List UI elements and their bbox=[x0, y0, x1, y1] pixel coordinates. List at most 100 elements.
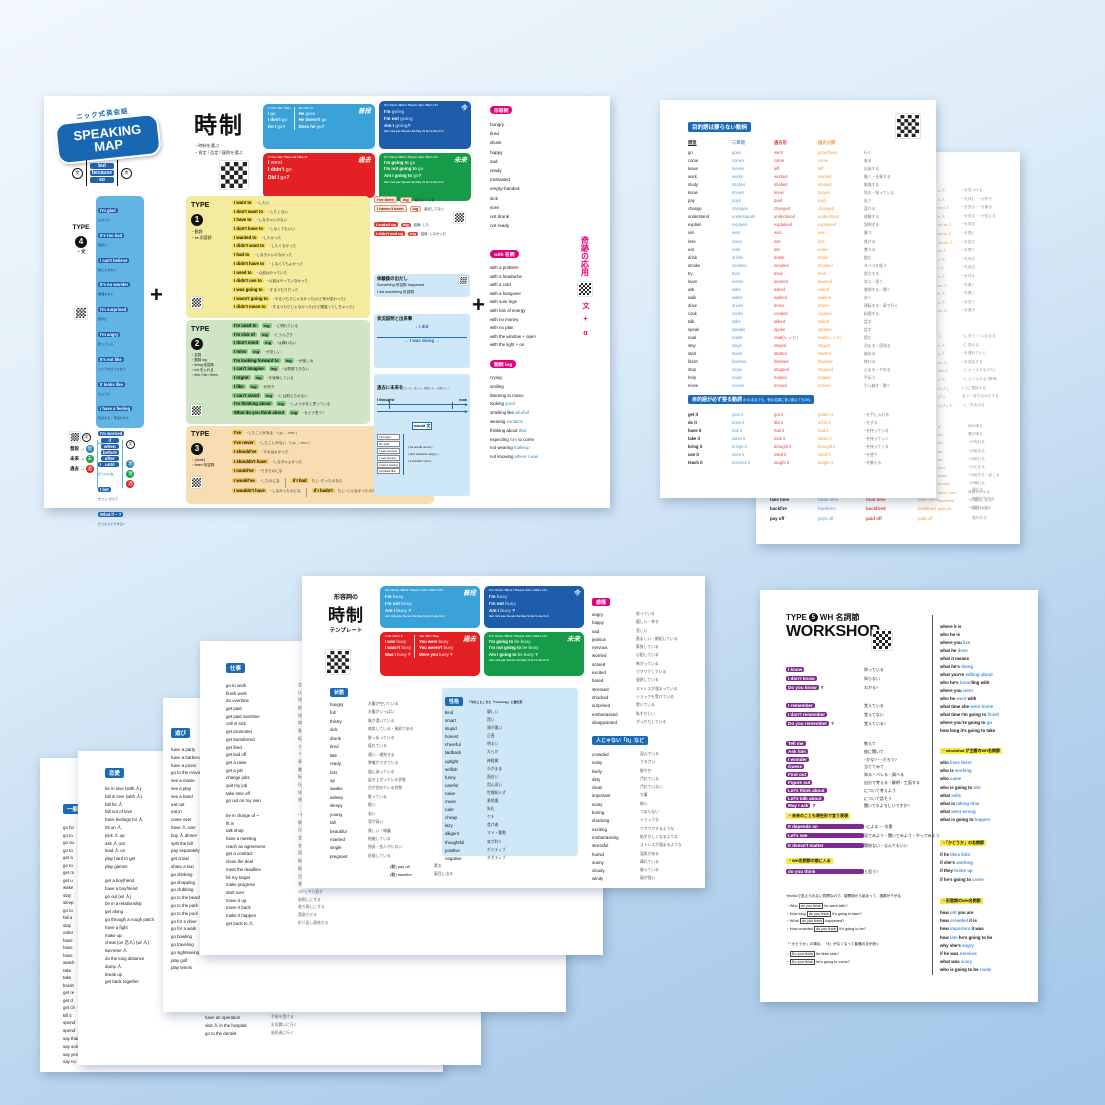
adj-ja: 若い bbox=[368, 811, 376, 816]
verb-meaning: ~が売れる bbox=[968, 440, 985, 445]
adj-ja: ショックな bbox=[640, 818, 659, 823]
wh-clause: if he was nervous bbox=[940, 950, 992, 958]
adj-ja: ストレスが溜まるような bbox=[640, 843, 682, 848]
list-item: happy 嬉しい・幸せ bbox=[592, 620, 678, 628]
wh-clause: if he's going to come bbox=[940, 876, 984, 884]
ing-pre: smelling like bbox=[490, 410, 516, 416]
tense-line: I'm not busy bbox=[489, 600, 580, 607]
list-item: break up bbox=[105, 971, 123, 977]
phrase-en: have an operation bbox=[205, 1015, 241, 1020]
line-pre: Am I bbox=[384, 122, 396, 128]
verb-3rd: stays bbox=[732, 343, 742, 349]
verb-fragment: hed 人 bbox=[938, 205, 950, 211]
list-item: I've ~したことがある *( go → been ) bbox=[232, 430, 379, 440]
adj-ja: ショックを受けている bbox=[636, 694, 674, 699]
general-label: 一般 bbox=[63, 804, 83, 814]
future-in-past-title: 過去に未来を bbox=[377, 385, 404, 390]
ex-suffix: it's going to be? bbox=[838, 926, 866, 931]
verb-base: backfire bbox=[770, 506, 787, 512]
line-pre: I'm not bbox=[385, 600, 402, 606]
verb-pp: brought it bbox=[818, 444, 836, 450]
personality-list: kind 優しい smart 賢い stupid 頭が悪い honest 正直 cheerful… bbox=[445, 710, 575, 864]
tense-line: I'm busy bbox=[385, 593, 476, 600]
verb-fragment: nd at 人 bbox=[938, 222, 953, 228]
list-item: not ready bbox=[490, 223, 510, 229]
adj-en: beautiful bbox=[330, 828, 347, 834]
ex-boxed: do you think bbox=[798, 903, 824, 909]
verb-base: bring it bbox=[688, 444, 703, 450]
verb-3rd: stops bbox=[732, 367, 743, 373]
phrase-en: I'm looking forward to bbox=[232, 357, 281, 363]
sheet-speaking-map: ニック式英会話 SPEAKING MAP 文 but because so 文 TY… bbox=[44, 96, 610, 526]
conjunction-word: when bbox=[100, 444, 119, 449]
clause-word: crowded bbox=[950, 918, 969, 924]
line-word: go bbox=[270, 110, 276, 116]
adj-ja: 賑やか bbox=[640, 768, 652, 773]
list-item: see a movie bbox=[171, 778, 195, 784]
line-word: go bbox=[285, 167, 292, 174]
list-item: dirty 汚れている bbox=[592, 777, 682, 785]
verb-pp: taken time bbox=[918, 497, 939, 503]
love-list-2: get a boyfriend have a boyfriend go out (w… bbox=[105, 877, 154, 986]
past-col-1: I / He / She / It I was busy I wasn't bus… bbox=[385, 635, 416, 658]
table-row: change changes changed changed 変わる bbox=[688, 206, 898, 214]
line-pre: Am I bbox=[489, 607, 501, 613]
type2-list: I'm used to ing ~に慣れている I'm sick of ing ~にうんざ… bbox=[232, 323, 330, 419]
intonation-note: Yes/Noで答えられない質問なので、疑問詞から始まって、語尾が下がる bbox=[786, 894, 902, 898]
list-item: go to the beach bbox=[171, 895, 202, 901]
phrase-en: get laid off bbox=[226, 752, 247, 758]
phrase-en: be in charge of ~ bbox=[226, 813, 259, 818]
tell-group: Tell me 教えて Ask him 彼に聞いて I wonder ~かな?・~だろう?… bbox=[786, 732, 920, 809]
phrase-chips: I don't remember bbox=[786, 703, 864, 721]
table-row: n 人 ~に見せる bbox=[938, 343, 999, 352]
adj-en: tall bbox=[330, 820, 336, 826]
table-row: drive drives drove driven 運転する・車で行く bbox=[688, 303, 898, 311]
adj-en: thirsty bbox=[330, 718, 342, 724]
verb-pp: known bbox=[818, 190, 831, 196]
table-row: take it takes it took it taken it ~を持っていく bbox=[688, 436, 889, 444]
love-list-1: be in love (with 人) fall in love (with 人)… bbox=[105, 785, 143, 871]
object-required-verbs-label: 目的語が必ず要る動詞 (it のままでも、他の名詞に言い換えてもOK) bbox=[688, 395, 815, 404]
verb-past: backfired bbox=[866, 506, 886, 512]
ing-chip: ing bbox=[259, 331, 270, 337]
phrase-en: I'm glad bbox=[98, 208, 118, 213]
list-item: with a headache bbox=[490, 273, 522, 279]
list-item: I'm used to ing ~に慣れている bbox=[232, 323, 330, 332]
legend-bar bbox=[121, 440, 123, 488]
adj-ja: 退屈している bbox=[636, 678, 659, 683]
list-item: kind 優しい bbox=[445, 710, 575, 718]
verb-base: speak bbox=[688, 327, 700, 333]
verb-table-body: go goes went gone/been 行く come comes came come 来る… bbox=[688, 150, 898, 391]
verb-meaning: ~を置く bbox=[962, 291, 976, 296]
future-present-group: It depends on ~による・~次第 Let's see 見てみよう・聞いてみ… bbox=[786, 824, 940, 852]
list-item: make it happen 実現させる bbox=[226, 913, 332, 921]
tag: ・be 形容詞 bbox=[191, 235, 212, 240]
phrase-en: I've bbox=[232, 430, 243, 435]
phrase-en: visit 人 in the hospital bbox=[205, 1023, 247, 1029]
verb-fragment: e 人 bbox=[938, 273, 946, 279]
phrase-ja: ~するつもりだった bbox=[267, 287, 299, 292]
tense-box-usual: 普段 I'm / You're / We're / They're / He's… bbox=[380, 586, 480, 628]
verb-meaning: ~に言う・~に伝える bbox=[962, 334, 996, 338]
no-object-verbs-label: 目的語は要らない動詞 bbox=[688, 122, 752, 132]
adj-ja: 正直 bbox=[487, 734, 495, 739]
verb-ja: 料理する bbox=[864, 311, 880, 316]
phrase-en: I've been bbox=[374, 196, 397, 203]
type-word: TYPE bbox=[72, 224, 90, 231]
list-item: have bbox=[63, 952, 73, 958]
verb-pp: tried bbox=[818, 270, 827, 276]
phrase-ja: ~しなかったのにな bbox=[269, 488, 301, 493]
phrase-en: meet the deadline bbox=[226, 866, 261, 872]
line-word: be busy bbox=[522, 645, 539, 651]
table-row: ask asks asked asked 質問する・聞く bbox=[688, 287, 898, 295]
personality-note: 「今のこと」だと「I'm being」と進行形 bbox=[467, 700, 523, 704]
table-row: drink drinks drank drunk 飲む bbox=[688, 255, 898, 263]
verb-meaning-list-1: d 人 ~を見つける s 人 ~を好む・~が好き hed 人 ~を見る・~を観る e 人 ~を… bbox=[938, 188, 996, 317]
phrase-en: I'm used to bbox=[232, 323, 259, 328]
line-pre: Do I bbox=[268, 123, 278, 129]
verb-ja: 始める bbox=[864, 352, 876, 357]
table-row: nd for 人 ~を探す bbox=[938, 240, 996, 249]
verb-pp: stopped bbox=[818, 367, 833, 373]
phrase-chips: I remember bbox=[786, 694, 864, 712]
phrase-ja: わかる? bbox=[864, 685, 879, 690]
